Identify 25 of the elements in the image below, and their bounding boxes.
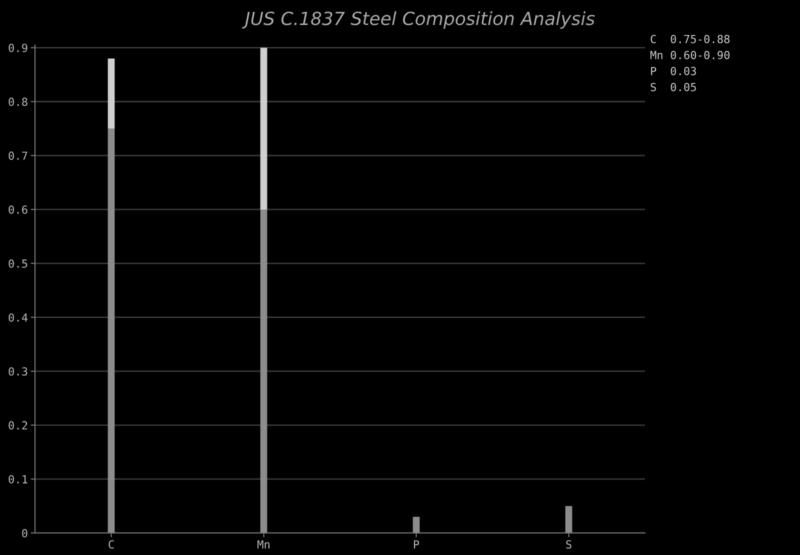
bar: [108, 58, 115, 129]
y-tick-label: 0.9: [8, 44, 28, 52]
bar: [260, 209, 268, 533]
bar: [260, 48, 268, 210]
y-tick-label: 0.4: [8, 313, 28, 322]
y-tick-label: 0.5: [8, 259, 28, 268]
text: P 0.03: [651, 66, 696, 76]
bar: [412, 516, 420, 533]
y-tick-label: 0.6: [8, 205, 28, 214]
x-tick-label: Mn: [258, 540, 270, 548]
bar: [565, 506, 572, 533]
text: C 0.75-0.88: [650, 34, 730, 44]
y-tick-label: 0.1: [8, 475, 28, 484]
text: Mn 0.60-0.90: [650, 50, 730, 60]
chart-title: JUS C.1837 Steel Composition Analysis: [242, 11, 595, 29]
bar: [108, 128, 115, 533]
y-tick-label: 0.8: [8, 98, 28, 106]
y-tick-label: 0.7: [8, 152, 28, 160]
x-tick-label: S: [566, 540, 572, 549]
y-tick-label: 0.3: [8, 367, 28, 376]
x-tick-label: P: [414, 540, 420, 548]
y-tick-label: 0: [22, 529, 28, 538]
y-tick-label: 0.2: [8, 421, 28, 430]
x-tick-label: C: [108, 540, 114, 549]
text: S 0.05: [650, 82, 696, 92]
